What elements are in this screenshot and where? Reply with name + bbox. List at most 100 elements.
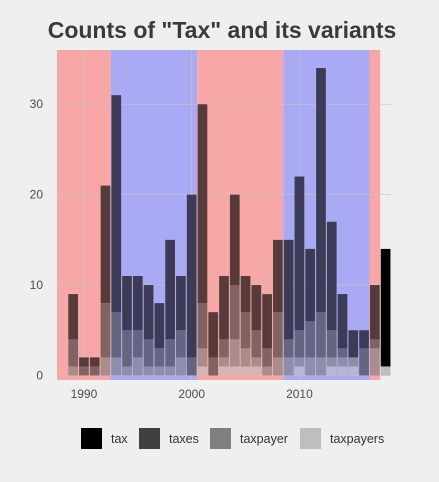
- bar-1993-taxes: [111, 312, 121, 357]
- bar-2013-taxpayer: [327, 357, 337, 366]
- bar-2009-taxes: [284, 339, 294, 357]
- y-axis: 0 10 20 30: [30, 97, 44, 382]
- bar-2016-tax: [359, 330, 369, 348]
- bar-2010-taxpayer: [295, 357, 305, 366]
- bar-2013-taxes: [327, 330, 337, 357]
- bar-2018-tax: [381, 249, 391, 367]
- bar-1996-taxes: [144, 339, 154, 366]
- bar-1990-tax: [79, 357, 89, 366]
- bar-2002-tax: [208, 312, 218, 357]
- bar-2017-tax: [370, 285, 380, 339]
- bar-2014-taxpayers: [338, 366, 348, 375]
- bar-1993-taxpayer: [111, 357, 121, 375]
- legend-key-taxpayers: [300, 428, 321, 449]
- bar-2011-taxes: [305, 321, 315, 357]
- legend-key-taxes: [139, 428, 160, 449]
- bar-2000-taxes: [187, 357, 197, 375]
- bar-2009-tax: [284, 240, 294, 339]
- bar-2010-taxpayers: [295, 366, 305, 375]
- bar-2013-tax: [327, 222, 337, 330]
- y-tick-label-0: 0: [36, 368, 43, 382]
- bar-2004-taxpayers: [230, 366, 240, 375]
- bar-2014-taxpayer: [338, 357, 348, 366]
- bar-2001-taxpayer: [198, 348, 208, 366]
- bar-1996-tax: [144, 285, 154, 339]
- bar-2017-taxpayer: [370, 348, 380, 375]
- bar-2014-tax: [338, 294, 348, 348]
- bar-1992-tax: [101, 186, 111, 304]
- bar-2000-tax: [187, 195, 197, 358]
- bar-2003-taxpayers: [219, 366, 229, 375]
- bar-2011-tax: [305, 249, 315, 321]
- bar-2012-tax: [316, 68, 326, 312]
- x-tick-label-1990: 1990: [71, 387, 98, 401]
- bar-2005-taxpayer: [241, 348, 251, 366]
- bar-1994-taxpayer: [122, 366, 132, 375]
- bar-2007-taxes: [262, 348, 272, 366]
- bar-2007-taxpayer: [262, 366, 272, 375]
- bar-2012-taxpayer: [316, 357, 326, 375]
- bar-1994-taxes: [122, 330, 132, 366]
- bar-1999-tax: [176, 276, 186, 330]
- y-tick-label-10: 10: [30, 278, 44, 292]
- bar-2005-tax: [241, 276, 251, 312]
- legend-label-taxpayer: taxpayer: [240, 432, 288, 446]
- bar-2008-tax: [273, 240, 283, 312]
- bar-2009-taxpayer: [284, 357, 294, 375]
- bar-1992-taxes: [101, 303, 111, 357]
- bar-2015-tax: [348, 330, 358, 357]
- bar-1994-tax: [122, 276, 132, 330]
- bar-1999-taxpayer: [176, 357, 186, 375]
- bar-2004-tax: [230, 195, 240, 285]
- x-tick-label-2000: 2000: [178, 387, 205, 401]
- bar-2015-taxpayers: [348, 366, 358, 375]
- bar-2011-taxpayer: [305, 357, 315, 375]
- bar-2004-taxes: [230, 285, 240, 339]
- legend-label-tax: tax: [111, 432, 128, 446]
- bar-1991-taxes: [90, 366, 100, 375]
- legend-key-tax: [81, 428, 102, 449]
- bar-1989-tax: [68, 294, 78, 339]
- y-tick-label-20: 20: [30, 188, 44, 202]
- bar-2016-taxes: [359, 348, 369, 375]
- x-tick-label-2010: 2010: [286, 387, 313, 401]
- bar-1993-tax: [111, 95, 121, 312]
- bar-1999-taxes: [176, 330, 186, 357]
- legend-key-taxpayer: [210, 428, 231, 449]
- bar-2017-taxes: [370, 339, 380, 348]
- legend-label-taxpayers: taxpayers: [330, 432, 384, 446]
- bar-2001-taxpayers: [198, 366, 208, 375]
- bar-1997-tax: [155, 303, 165, 348]
- bar-2018-taxpayers: [381, 366, 391, 375]
- bar-2015-taxpayer: [348, 357, 358, 366]
- bar-2006-tax: [251, 285, 261, 330]
- bar-1995-taxpayer: [133, 357, 143, 375]
- bar-2003-tax: [219, 276, 229, 339]
- bar-1989-taxes: [68, 339, 78, 366]
- bar-1997-taxpayer: [155, 366, 165, 375]
- bar-2008-taxpayer: [273, 357, 283, 375]
- bar-2010-tax: [295, 177, 305, 331]
- bar-2004-taxpayer: [230, 339, 240, 366]
- bar-2006-taxpayer: [251, 357, 261, 366]
- bar-2014-taxes: [338, 348, 348, 357]
- bar-1998-taxes: [165, 339, 175, 366]
- bar-2002-taxes: [208, 357, 218, 375]
- bar-1992-taxpayer: [101, 357, 111, 375]
- bar-1989-taxpayer: [68, 366, 78, 375]
- bar-2013-taxpayers: [327, 366, 337, 375]
- bar-2006-taxes: [251, 330, 261, 357]
- bar-1990-taxes: [79, 366, 89, 375]
- bar-2003-taxpayer: [219, 357, 229, 366]
- bar-2001-taxes: [198, 303, 208, 348]
- legend: tax taxes taxpayer taxpayers: [81, 428, 384, 449]
- bar-1991-tax: [90, 357, 100, 366]
- bar-1995-taxes: [133, 330, 143, 357]
- bar-1995-tax: [133, 276, 143, 330]
- bar-2012-taxes: [316, 312, 326, 357]
- bar-2007-tax: [262, 294, 272, 348]
- bar-1996-taxpayer: [144, 366, 154, 375]
- y-tick-label-30: 30: [30, 97, 44, 111]
